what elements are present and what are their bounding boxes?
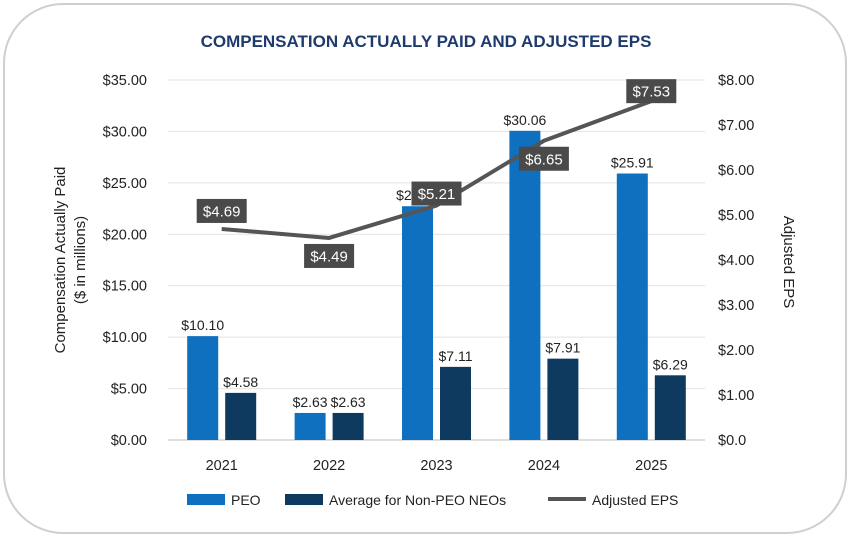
y2-tick-label: $7.00 (718, 118, 754, 134)
bar-peo (187, 336, 219, 440)
y-tick-label: $20.00 (103, 227, 147, 243)
y2-tick-label: $1.00 (718, 388, 754, 404)
eps-label-box (626, 79, 677, 104)
eps-label-box (411, 181, 462, 206)
bar-peo (616, 173, 648, 441)
y-tick-label: $35.00 (103, 73, 147, 89)
y-tick-label: $25.00 (103, 176, 147, 192)
legend: PEO Average for Non-PEO NEOs Adjusted EP… (187, 492, 678, 508)
y2-tick-label: $6.00 (718, 163, 754, 179)
x-axis-ticks: 2021 2022 2023 2024 2025 (206, 458, 668, 474)
y2-tick-label: $0.0 (718, 433, 746, 449)
legend-label-eps: Adjusted EPS (592, 492, 678, 508)
legend-swatch-peo (187, 494, 225, 505)
bar-non-peo (440, 366, 471, 440)
y-tick-label: $15.00 (103, 279, 147, 295)
y-tick-label: $30.00 (103, 124, 147, 140)
y2-tick-label: $3.00 (718, 298, 754, 314)
eps-label: $5.21 (418, 186, 456, 203)
data-label-non-peo: $7.11 (439, 348, 473, 364)
data-label-non-peo: $7.91 (545, 340, 580, 356)
right-axis-ticks: $0.0 $1.00 $2.00 $3.00 $4.00 $5.00 $6.00 $7.00 $… (718, 73, 754, 449)
y2-tick-label: $5.00 (718, 208, 754, 224)
left-axis-ticks: $0.00 $5.00 $10.00 $15.00 $20.00 $25.00 $30.00… (103, 73, 147, 449)
eps-label-box (518, 146, 569, 171)
bar-peo (402, 206, 433, 440)
y-axis-label: Compensation Actually Paid (52, 167, 69, 354)
data-label-non-peo: $2.63 (331, 394, 366, 410)
eps-label: $4.69 (203, 203, 241, 220)
bar-non-peo (547, 358, 579, 440)
x-tick-label: 2023 (420, 458, 452, 474)
bar-non-peo (654, 375, 686, 440)
x-tick-label: 2021 (206, 458, 238, 474)
chart-title: COMPENSATION ACTUALLY PAID AND ADJUSTED … (201, 32, 652, 51)
data-label-non-peo: $4.58 (223, 374, 258, 390)
x-tick-label: 2025 (635, 458, 667, 474)
bars: $10.10$4.58$2.63$2.63$22.73$7.11$30.06$7… (181, 112, 688, 441)
x-tick-label: 2022 (313, 458, 345, 474)
y2-axis-label: Adjusted EPS (780, 216, 797, 309)
y2-tick-label: $8.00 (718, 73, 754, 89)
y2-tick-label: $2.00 (718, 343, 754, 359)
bar-non-peo (225, 392, 257, 440)
legend-label-non-peo: Average for Non-PEO NEOs (329, 492, 506, 508)
data-label-peo: $25.91 (611, 154, 654, 170)
data-label-peo: $30.06 (503, 112, 546, 128)
data-label-non-peo: $6.29 (653, 356, 688, 372)
bar-peo (509, 130, 541, 440)
eps-series-line (221, 99, 652, 240)
bar-peo (294, 412, 326, 440)
data-label-peo: $10.10 (181, 317, 224, 333)
y2-tick-label: $4.00 (718, 253, 754, 269)
eps-label: $7.53 (633, 84, 671, 101)
eps-line: $4.69 $4.49 $5.21 $6.65 $7.53 (196, 79, 677, 268)
eps-label-box (196, 198, 247, 223)
y-tick-label: $5.00 (111, 382, 147, 398)
legend-label-peo: PEO (231, 492, 261, 508)
y-tick-label: $0.00 (111, 433, 147, 449)
eps-label: $6.65 (525, 151, 563, 168)
x-tick-label: 2024 (528, 458, 560, 474)
y-axis-sublabel: ($ in millions) (72, 216, 89, 304)
bar-non-peo (332, 412, 364, 440)
y-tick-label: $10.00 (103, 330, 147, 346)
data-label-peo: $2.63 (293, 394, 328, 410)
legend-swatch-non-peo (285, 494, 323, 505)
eps-label-box (304, 243, 355, 268)
eps-label: $4.49 (310, 248, 348, 265)
